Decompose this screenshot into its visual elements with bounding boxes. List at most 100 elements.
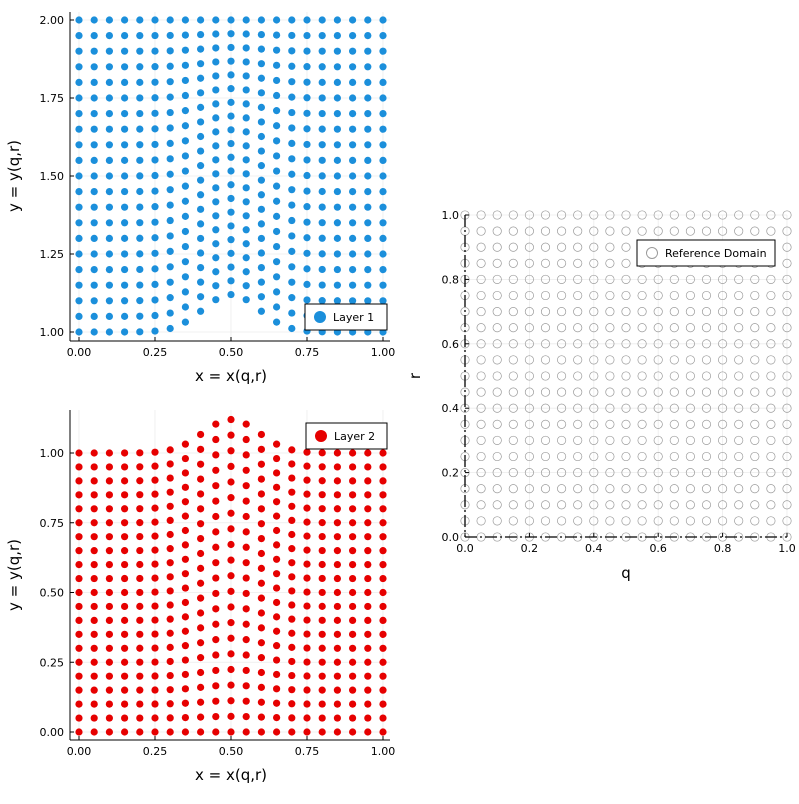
reference-point — [782, 500, 792, 510]
layer2-point — [318, 449, 326, 457]
layer2-point — [90, 602, 98, 611]
layer1-point — [136, 312, 144, 320]
layer1-point — [303, 140, 311, 149]
layer2-point — [136, 602, 144, 610]
layer1-point — [242, 198, 250, 206]
layer1-point — [349, 31, 357, 40]
layer1-point — [212, 128, 220, 136]
reference-point — [540, 484, 551, 494]
layer1-point — [105, 125, 113, 133]
layer1-point — [379, 172, 387, 180]
reference-point — [557, 307, 567, 317]
layer2-point — [212, 451, 220, 459]
reference-point — [476, 500, 486, 510]
reference-point — [766, 451, 776, 462]
reference-point — [476, 484, 486, 494]
layer1-point — [288, 294, 296, 302]
reference-point — [492, 226, 502, 236]
reference-point — [766, 323, 776, 333]
layer2-point — [379, 505, 387, 513]
layer2-point — [121, 533, 129, 541]
reference-point — [476, 210, 486, 220]
layer2-point — [227, 650, 235, 658]
layer2-point — [349, 714, 357, 722]
layer1-point — [349, 156, 357, 164]
reference-point — [734, 500, 744, 510]
layer2-point — [333, 686, 341, 694]
layer1-point — [273, 212, 281, 220]
layer2-point — [90, 658, 98, 666]
layer2-point — [242, 682, 250, 690]
layer2-y-tick-label: 0.00 — [40, 726, 65, 739]
layer2-point — [242, 543, 250, 551]
layer2-point — [303, 490, 311, 498]
layer1-point — [333, 94, 341, 102]
layer2-point — [121, 547, 129, 555]
reference-point — [734, 451, 744, 462]
layer1-point — [349, 203, 357, 211]
layer1-point — [227, 139, 235, 148]
layer1-point — [333, 78, 341, 86]
layer1-point — [364, 187, 372, 196]
layer1-point — [379, 156, 387, 164]
layer1-point — [197, 176, 205, 184]
layer2-point — [242, 559, 250, 567]
layer2-point — [212, 636, 220, 644]
reference-point — [766, 371, 776, 381]
reference-point — [492, 274, 502, 284]
reference-point — [734, 226, 744, 236]
layer1-point — [121, 250, 129, 258]
layer2-point — [364, 602, 372, 611]
layer1-point — [318, 234, 326, 242]
layer2-point — [212, 651, 220, 659]
layer1-point — [242, 156, 250, 164]
layer2-point — [303, 504, 311, 512]
reference-point — [701, 274, 712, 284]
layer2-point — [166, 545, 174, 553]
layer1-point — [197, 263, 205, 272]
layer2-point — [90, 630, 98, 638]
layer2-point — [75, 686, 83, 694]
layer1-point — [212, 72, 220, 80]
layer1-point — [318, 31, 326, 40]
reference-point — [476, 355, 486, 365]
layer1-point — [181, 16, 189, 24]
layer2-point — [197, 475, 205, 483]
reference-point — [685, 419, 695, 429]
layer1-point — [379, 265, 387, 274]
reference-point — [508, 516, 518, 526]
layer2-point — [166, 488, 174, 496]
layer1-point — [333, 109, 341, 118]
reference-point — [669, 468, 679, 478]
reference-point — [766, 435, 776, 445]
layer1-point — [303, 109, 311, 117]
layer1-point — [273, 227, 281, 236]
layer1-point — [379, 110, 387, 118]
layer2-point — [349, 505, 357, 513]
reference-point — [557, 403, 567, 413]
layer1-point — [105, 47, 113, 55]
layer2-point — [197, 490, 205, 498]
layer2-point — [333, 672, 341, 680]
layer1-point — [151, 94, 159, 102]
reference-point — [750, 484, 760, 494]
layer1-point — [318, 63, 326, 71]
layer1-point — [151, 156, 159, 164]
layer2-point — [364, 672, 372, 680]
layer1-point — [151, 63, 159, 71]
layer2-point — [212, 605, 220, 613]
layer1-point — [75, 172, 83, 180]
reference-point — [653, 435, 663, 445]
layer1-point — [364, 16, 372, 24]
layer2-point — [288, 573, 296, 581]
layer1-point — [121, 141, 129, 149]
reference-point — [540, 371, 551, 381]
reference-point — [476, 323, 486, 333]
layer1-point — [288, 155, 296, 163]
layer2-point — [318, 463, 326, 471]
reference-point — [766, 387, 776, 397]
layer2-point — [364, 491, 372, 499]
reference-point — [557, 323, 567, 333]
layer1-point — [333, 281, 341, 289]
